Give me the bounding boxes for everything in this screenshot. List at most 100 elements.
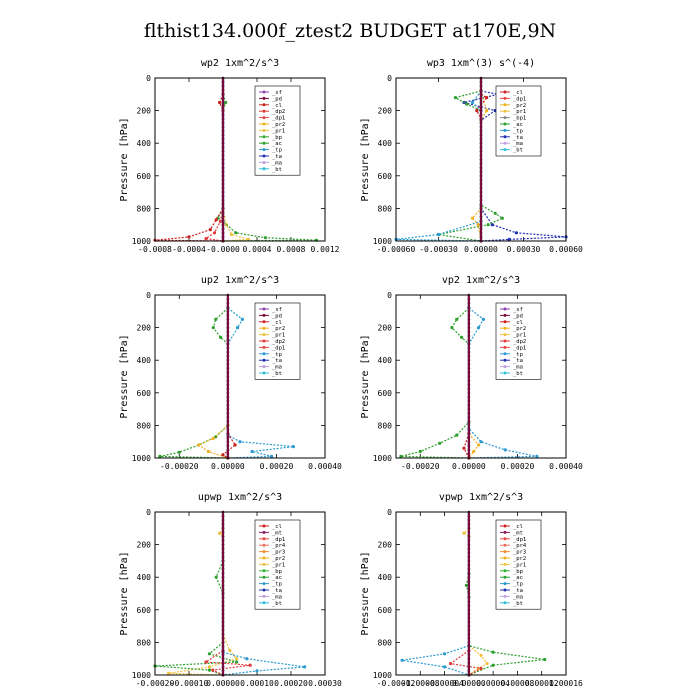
series-point: [467, 334, 471, 338]
panel-title: wp2 1xm^2/s^3: [201, 58, 279, 69]
legend-marker: [503, 537, 507, 541]
legend-entry: _pr1: [272, 333, 285, 339]
series-point: [221, 109, 225, 112]
series-point: [453, 96, 458, 100]
series-point: [270, 454, 274, 458]
legend-entry: _pr1: [513, 333, 526, 339]
legend-marker: [503, 582, 507, 586]
series-point: [479, 215, 483, 218]
legend-entry: _pr2: [513, 556, 526, 562]
x-tick-label: 0.00020: [501, 462, 535, 471]
series-point: [479, 109, 483, 112]
legend-marker: [262, 90, 266, 94]
legend-entry: _bt: [513, 371, 523, 377]
series-point: [221, 158, 225, 161]
legend-entry: _pr4: [513, 543, 527, 549]
x-tick-label: -0.0008: [138, 245, 172, 254]
series-point: [207, 668, 211, 672]
series-point: [221, 539, 225, 542]
series-point: [467, 354, 471, 358]
series-point: [197, 443, 201, 447]
series-point: [479, 97, 483, 100]
legend-marker: [262, 307, 266, 311]
series-point: [467, 305, 471, 309]
legend-entry: _pd: [272, 313, 282, 319]
panel-title: upwp 1xm^2/s^3: [198, 492, 282, 503]
series-point: [479, 105, 483, 108]
series-point: [221, 170, 225, 173]
series-point: [479, 166, 483, 169]
series-point: [462, 446, 466, 450]
series-point: [467, 411, 471, 415]
legend: _sf_pd_cl_pr2_pr1_dp2_dp1_tp_ta_ma_bt: [254, 302, 301, 380]
legend-marker: [503, 128, 507, 132]
series-point: [226, 395, 230, 399]
series-point: [467, 428, 471, 431]
series-point: [226, 440, 230, 444]
legend-marker: [262, 601, 266, 605]
series-point: [204, 660, 208, 664]
series-point: [479, 190, 483, 194]
series-point: [221, 531, 225, 534]
series-point: [467, 612, 471, 616]
series-point: [467, 600, 471, 603]
series-point: [467, 592, 471, 595]
y-tick-label: 0: [387, 74, 392, 83]
series-point: [221, 620, 225, 624]
series-point: [479, 146, 483, 149]
series-point: [467, 342, 471, 346]
series-point: [221, 194, 225, 198]
series-point: [226, 444, 230, 448]
series-point: [467, 649, 471, 652]
series-point: [467, 391, 471, 395]
series-point: [226, 297, 230, 301]
series-point: [226, 326, 230, 329]
y-tick-label: 600: [378, 389, 393, 398]
series-point: [467, 633, 471, 636]
series-point: [226, 375, 230, 378]
series-point: [226, 399, 230, 403]
legend-entry: _pr2: [513, 103, 526, 109]
legend-entry: _pr1: [272, 562, 285, 568]
x-tick-label: 0.00000: [464, 245, 498, 254]
x-tick-label: -0.00004: [425, 679, 464, 688]
series-point: [233, 443, 237, 447]
series-point: [221, 129, 225, 133]
series-point: [477, 326, 481, 330]
series-point: [255, 669, 259, 673]
legend-entry: _ma: [272, 594, 282, 600]
legend-marker: [262, 524, 266, 528]
legend-marker: [262, 148, 266, 152]
series-point: [399, 454, 403, 458]
legend: _sf_pd_cl_dp2_dp1_pr2_pr1_bp_ac_tp_ta_ma…: [254, 85, 301, 176]
series-line-tp: [227, 307, 294, 459]
legend-entry: _tp: [513, 352, 523, 358]
legend-entry: _pr2: [513, 326, 526, 332]
x-tick-label: -0.00020: [136, 679, 175, 688]
legend-entry: _tp: [513, 128, 523, 134]
series-line-dp2: [400, 307, 470, 459]
series-point: [221, 653, 225, 656]
legend-marker: [262, 575, 266, 579]
series-point: [477, 443, 481, 447]
series-point: [221, 190, 225, 194]
series-point: [467, 297, 471, 301]
legend-entry: _ta: [513, 358, 523, 364]
series-point: [221, 527, 225, 530]
legend-entry: _pr4: [272, 543, 286, 549]
panel-5: upwp 1xm^2/s^3 Pressure [hPa] 0 200 400 600 80…: [119, 492, 342, 688]
series-point: [221, 669, 225, 673]
legend-entry: _pd: [513, 313, 523, 319]
series-point: [226, 432, 230, 435]
y-tick-label: 0: [146, 74, 151, 83]
y-tick-label: 400: [137, 573, 152, 582]
y-tick-label: 200: [137, 324, 152, 333]
series-point: [221, 661, 225, 665]
series-point: [219, 335, 223, 339]
series-point: [467, 416, 471, 419]
series-point: [226, 383, 230, 386]
x-tick-label: -0.00008: [401, 679, 440, 688]
series-point: [467, 350, 471, 354]
legend-marker: [262, 339, 266, 343]
series-point: [221, 199, 225, 202]
